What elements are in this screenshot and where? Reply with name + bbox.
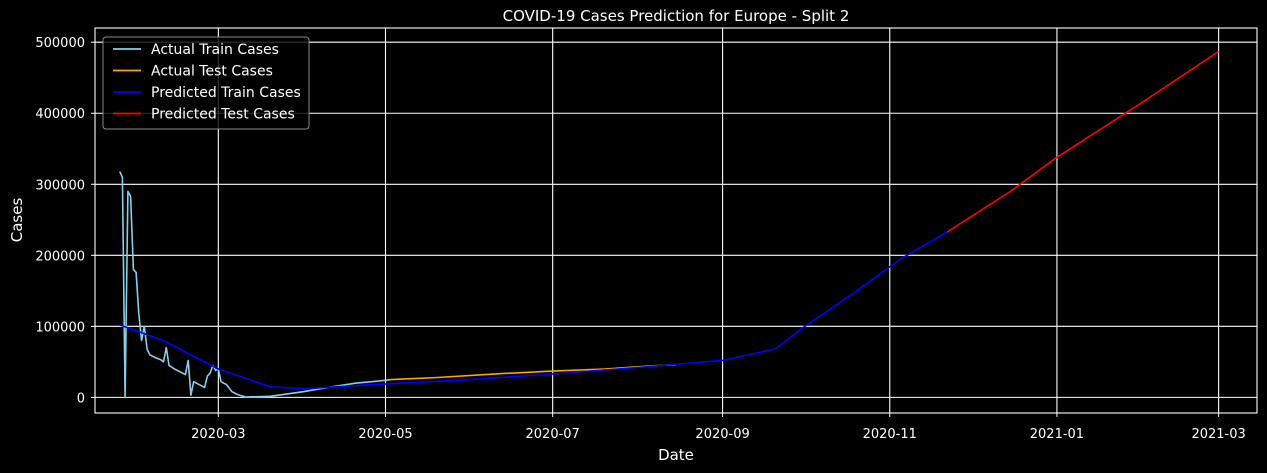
y-tick-label: 300000 bbox=[35, 178, 85, 193]
x-tick-label: 2020-03 bbox=[191, 427, 245, 442]
y-axis-label: Cases bbox=[8, 198, 26, 243]
legend-label: Predicted Test Cases bbox=[151, 107, 295, 123]
x-tick-label: 2021-03 bbox=[1191, 427, 1245, 442]
y-axis-ticks: 0 100000 200000 300000 400000 500000 bbox=[35, 36, 95, 406]
grid bbox=[95, 28, 1257, 413]
x-tick-label: 2020-07 bbox=[526, 427, 580, 442]
x-tick-label: 2021-01 bbox=[1030, 427, 1084, 442]
x-tick-label: 2020-11 bbox=[863, 427, 917, 442]
legend-label: Actual Train Cases bbox=[151, 42, 279, 58]
plot-frame bbox=[94, 27, 1258, 414]
x-tick-label: 2020-09 bbox=[695, 427, 749, 442]
legend-label: Actual Test Cases bbox=[151, 64, 273, 80]
legend: Actual Train Cases Actual Test Cases Predi… bbox=[102, 36, 310, 130]
y-tick-label: 400000 bbox=[35, 107, 85, 122]
series-layer bbox=[118, 50, 1220, 399]
y-tick-label: 200000 bbox=[35, 249, 85, 264]
chart-title: COVID-19 Cases Prediction for Europe - S… bbox=[503, 7, 850, 25]
legend-box bbox=[102, 36, 310, 130]
y-tick-label: 100000 bbox=[35, 320, 85, 335]
y-tick-label: 0 bbox=[77, 391, 85, 406]
x-tick-label: 2020-05 bbox=[358, 427, 412, 442]
legend-label: Predicted Train Cases bbox=[151, 85, 301, 101]
y-tick-label: 500000 bbox=[35, 36, 85, 51]
x-axis-ticks: 2020-03 2020-05 2020-07 2020-09 2020-11 2021-… bbox=[191, 413, 1246, 442]
series-line-predicted-train-cases bbox=[119, 231, 948, 390]
x-axis-label: Date bbox=[658, 446, 694, 464]
series-line-actual-train-cases bbox=[118, 171, 392, 399]
series-line-predicted-test-cases bbox=[946, 50, 1220, 233]
